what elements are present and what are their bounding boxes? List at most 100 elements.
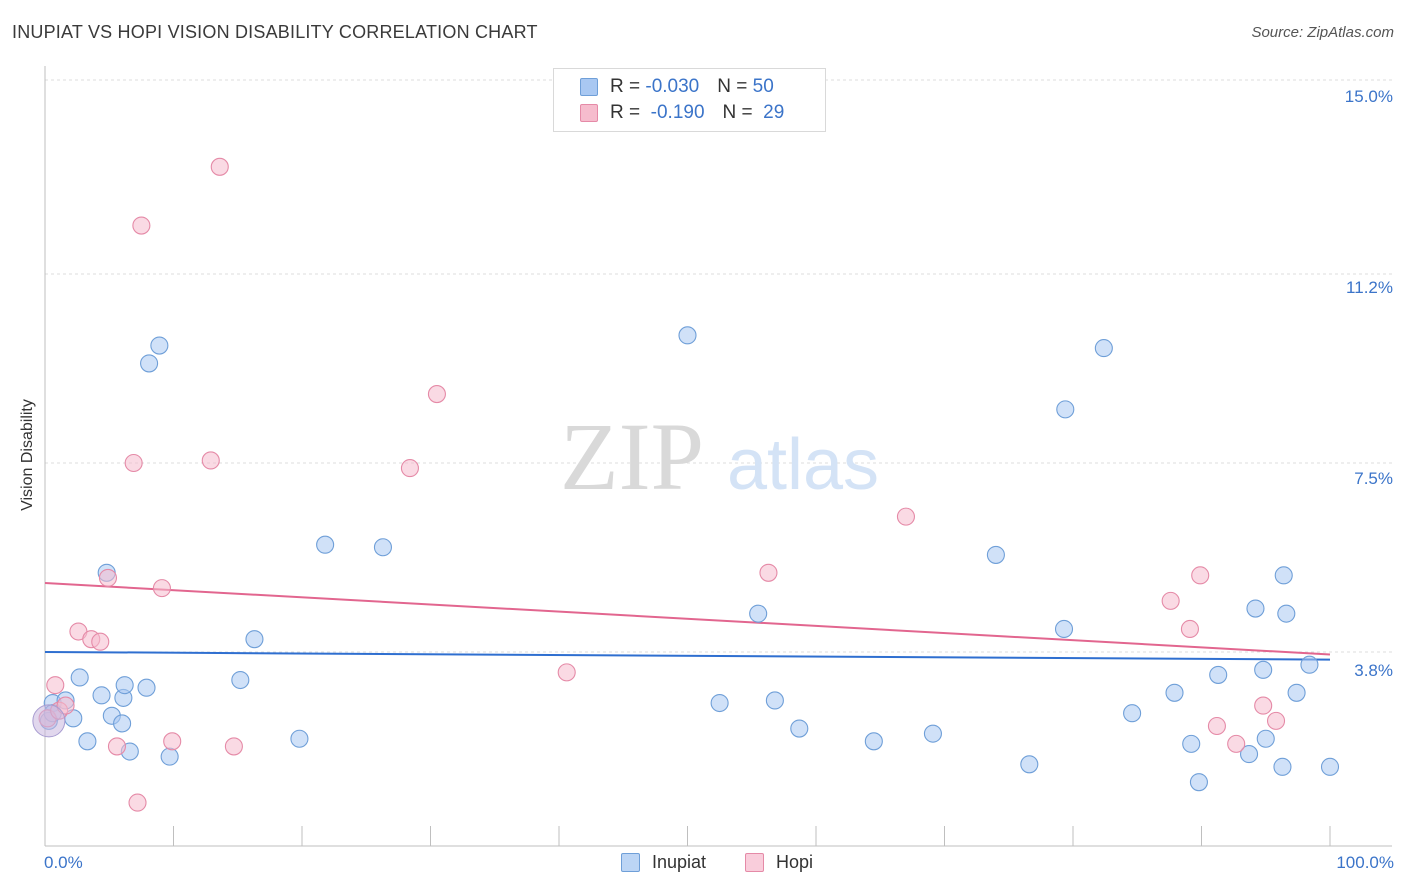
data-point-hopi	[98, 568, 118, 587]
data-point-hopi	[152, 579, 171, 598]
data-point-hopi	[224, 737, 243, 756]
data-point-inupiat	[1277, 604, 1296, 623]
trend-line-hopi	[44, 582, 1331, 656]
y-tick-label: 7.5%	[1354, 469, 1393, 488]
data-point-inupiat	[1273, 757, 1292, 776]
data-point-inupiat	[316, 535, 335, 554]
legend-n-value: 29	[757, 102, 785, 123]
data-point-hopi	[163, 732, 182, 751]
data-point-inupiat	[1054, 619, 1074, 639]
legend-swatch-hopi	[580, 104, 598, 122]
data-point-hopi	[128, 793, 147, 812]
data-point-inupiat	[92, 686, 111, 705]
data-point-inupiat	[245, 630, 264, 649]
data-point-inupiat	[678, 326, 697, 345]
axes	[44, 66, 1392, 847]
chart-title: INUPIAT VS HOPI VISION DISABILITY CORREL…	[12, 22, 538, 42]
data-point-inupiat	[986, 545, 1005, 564]
y-axis-label: Vision Disability	[19, 399, 36, 511]
watermark-atlas: atlas	[727, 425, 879, 505]
data-point-inupiat	[78, 732, 97, 751]
x-tick-label-min: 0.0%	[44, 853, 83, 872]
data-point-hopi	[46, 676, 65, 695]
bottom-legend-label-inupiat: Inupiat	[652, 852, 707, 872]
data-point-hopi	[1266, 711, 1286, 730]
legend-r-label: R =	[610, 76, 646, 97]
data-point-inupiat	[1020, 755, 1039, 774]
data-point-hopi	[1227, 734, 1246, 753]
data-point-hopi	[210, 157, 229, 176]
data-point-inupiat	[137, 678, 156, 697]
data-point-inupiat	[1254, 660, 1273, 679]
data-point-hopi	[400, 459, 419, 478]
data-point-inupiat	[710, 693, 729, 713]
data-point-inupiat	[749, 604, 768, 623]
bottom-legend-label-hopi: Hopi	[776, 852, 814, 872]
data-point-inupiat	[765, 691, 784, 710]
data-point-hopi	[557, 663, 576, 682]
legend-r-value: -0.030	[645, 76, 700, 97]
legend-swatch-inupiat	[580, 78, 598, 96]
data-point-inupiat	[1182, 734, 1201, 753]
data-point-inupiat	[373, 538, 393, 557]
data-point-inupiat	[1056, 400, 1075, 419]
legend-row-hopi: R = -0.190 N = 29	[580, 102, 784, 124]
data-point-inupiat	[115, 676, 134, 695]
data-point-hopi	[201, 451, 220, 470]
data-point-inupiat	[140, 354, 159, 373]
legend-n-label: N =	[717, 76, 753, 97]
data-point-inupiat	[1287, 683, 1306, 702]
legend-row-inupiat: R = -0.030 N = 50	[580, 76, 774, 98]
data-point-inupiat	[790, 719, 809, 738]
x-tick-label-max: 100.0%	[1336, 853, 1394, 872]
source-label: Source: ZipAtlas.com	[1251, 24, 1394, 41]
data-point-inupiat	[1165, 683, 1184, 702]
series-hopi	[38, 157, 1286, 812]
data-point-inupiat	[864, 732, 883, 751]
watermark-zip: ZIP	[560, 403, 704, 510]
bottom-legend-inupiat: Inupiat	[621, 852, 706, 873]
y-tick-label: 3.8%	[1354, 661, 1393, 680]
data-point-inupiat	[150, 336, 169, 355]
data-point-inupiat	[1274, 566, 1293, 585]
data-point-hopi	[1180, 619, 1199, 639]
data-point-inupiat	[1320, 757, 1340, 776]
data-point-hopi	[56, 696, 75, 715]
data-point-hopi	[896, 507, 916, 526]
data-point-cluster	[32, 704, 66, 738]
data-point-hopi	[132, 216, 151, 235]
data-point-inupiat	[160, 747, 179, 766]
y-tick-label: 11.2%	[1346, 278, 1393, 297]
data-point-inupiat	[231, 670, 250, 690]
watermark: ZIP atlas	[560, 403, 879, 510]
data-point-inupiat	[1209, 665, 1228, 684]
series-inupiat	[39, 326, 1340, 792]
data-point-inupiat	[1123, 704, 1142, 723]
data-point-inupiat	[1300, 655, 1319, 674]
legend-n-value: 50	[752, 76, 774, 97]
legend-r-value: -0.190	[645, 102, 705, 123]
bottom-legend-hopi: Hopi	[745, 852, 813, 873]
data-point-hopi	[1207, 716, 1226, 736]
data-point-inupiat	[1239, 745, 1259, 764]
data-point-hopi	[124, 453, 143, 473]
bottom-legend-swatch-inupiat	[621, 853, 640, 872]
y-tick-label: 15.0%	[1344, 87, 1393, 106]
data-point-inupiat	[1094, 339, 1113, 358]
data-points	[32, 157, 1340, 812]
data-point-hopi	[759, 563, 778, 582]
data-point-hopi	[427, 385, 446, 404]
data-point-inupiat	[1189, 773, 1208, 792]
legend-r-label: R =	[610, 102, 646, 123]
trend-line-inupiat	[44, 650, 1331, 661]
data-point-hopi	[1254, 696, 1273, 715]
grid-lines	[45, 79, 1392, 653]
data-point-inupiat	[1256, 729, 1275, 748]
bottom-legend-swatch-hopi	[745, 853, 764, 872]
data-point-hopi	[107, 737, 127, 756]
data-point-inupiat	[1246, 599, 1265, 618]
data-point-inupiat	[70, 668, 89, 687]
stats-legend: R = -0.030 N = 50 R = -0.190 N = 29	[553, 68, 826, 132]
data-point-hopi	[91, 632, 110, 651]
